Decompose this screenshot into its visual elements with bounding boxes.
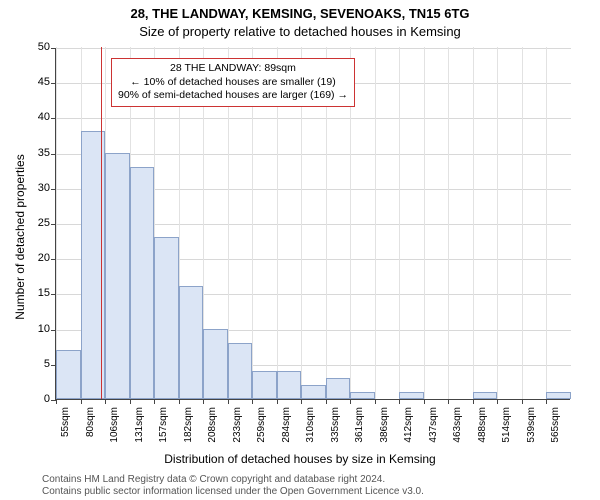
gridline-h	[56, 154, 571, 155]
chart-title-sub: Size of property relative to detached ho…	[0, 24, 600, 39]
footer-line-2: Contains public sector information licen…	[42, 486, 424, 498]
gridline-v	[375, 47, 376, 399]
x-tick-mark	[497, 399, 498, 404]
y-tick-label: 15	[20, 287, 50, 299]
x-tick-mark	[522, 399, 523, 404]
x-tick-label: 310sqm	[305, 407, 316, 457]
y-tick-label: 50	[20, 41, 50, 53]
x-tick-mark	[203, 399, 204, 404]
gridline-v	[497, 47, 498, 399]
x-tick-label: 182sqm	[183, 407, 194, 457]
histogram-bar	[179, 286, 204, 399]
footer-line-1: Contains HM Land Registry data © Crown c…	[42, 474, 424, 486]
x-tick-label: 233sqm	[232, 407, 243, 457]
histogram-bar	[130, 167, 155, 399]
annotation-line-3: 90% of semi-detached houses are larger (…	[118, 89, 348, 103]
x-tick-label: 437sqm	[428, 407, 439, 457]
x-tick-label: 55sqm	[60, 407, 71, 457]
x-tick-mark	[81, 399, 82, 404]
histogram-bar	[105, 153, 130, 399]
x-tick-label: 539sqm	[526, 407, 537, 457]
x-tick-mark	[350, 399, 351, 404]
x-tick-mark	[154, 399, 155, 404]
footer-attribution: Contains HM Land Registry data © Crown c…	[42, 474, 424, 498]
histogram-bar	[252, 371, 277, 399]
x-tick-mark	[399, 399, 400, 404]
histogram-bar	[546, 392, 571, 399]
annotation-line-1: 28 THE LANDWAY: 89sqm	[118, 62, 348, 76]
x-tick-mark	[56, 399, 57, 404]
y-tick-label: 25	[20, 217, 50, 229]
y-tick-label: 0	[20, 393, 50, 405]
x-tick-mark	[105, 399, 106, 404]
x-tick-label: 208sqm	[207, 407, 218, 457]
y-tick-label: 20	[20, 252, 50, 264]
gridline-v	[424, 47, 425, 399]
histogram-bar	[228, 343, 253, 399]
x-tick-label: 412sqm	[403, 407, 414, 457]
chart-plot-area: 0510152025303540455055sqm80sqm106sqm131s…	[55, 48, 570, 400]
y-tick-label: 40	[20, 111, 50, 123]
x-tick-label: 259sqm	[256, 407, 267, 457]
histogram-bar	[301, 385, 326, 399]
x-tick-mark	[301, 399, 302, 404]
gridline-v	[546, 47, 547, 399]
x-tick-mark	[130, 399, 131, 404]
x-tick-label: 106sqm	[109, 407, 120, 457]
x-tick-label: 80sqm	[85, 407, 96, 457]
histogram-bar	[203, 329, 228, 399]
y-tick-label: 5	[20, 358, 50, 370]
y-tick-label: 45	[20, 76, 50, 88]
x-tick-label: 514sqm	[501, 407, 512, 457]
x-tick-label: 335sqm	[330, 407, 341, 457]
x-tick-mark	[326, 399, 327, 404]
histogram-bar	[399, 392, 424, 399]
histogram-bar	[56, 350, 81, 399]
x-tick-mark	[375, 399, 376, 404]
gridline-h	[56, 118, 571, 119]
gridline-v	[56, 47, 57, 399]
y-tick-label: 10	[20, 323, 50, 335]
x-tick-label: 386sqm	[379, 407, 390, 457]
histogram-bar	[154, 237, 179, 399]
histogram-bar	[473, 392, 498, 399]
x-tick-mark	[228, 399, 229, 404]
x-tick-label: 157sqm	[158, 407, 169, 457]
gridline-v	[399, 47, 400, 399]
x-tick-mark	[424, 399, 425, 404]
gridline-h	[56, 48, 571, 49]
y-tick-label: 35	[20, 147, 50, 159]
x-tick-label: 463sqm	[452, 407, 463, 457]
x-tick-label: 565sqm	[550, 407, 561, 457]
annotation-line-2: ← 10% of detached houses are smaller (19…	[118, 76, 348, 90]
histogram-bar	[326, 378, 351, 399]
x-tick-mark	[252, 399, 253, 404]
gridline-v	[522, 47, 523, 399]
gridline-v	[473, 47, 474, 399]
x-tick-label: 131sqm	[134, 407, 145, 457]
annotation-box: 28 THE LANDWAY: 89sqm← 10% of detached h…	[111, 58, 355, 107]
gridline-v	[448, 47, 449, 399]
chart-title-main: 28, THE LANDWAY, KEMSING, SEVENOAKS, TN1…	[0, 6, 600, 21]
histogram-bar	[350, 392, 375, 399]
x-tick-mark	[448, 399, 449, 404]
x-tick-mark	[546, 399, 547, 404]
histogram-bar	[277, 371, 302, 399]
x-tick-mark	[277, 399, 278, 404]
x-tick-label: 284sqm	[281, 407, 292, 457]
x-tick-mark	[179, 399, 180, 404]
x-tick-label: 361sqm	[354, 407, 365, 457]
x-tick-mark	[473, 399, 474, 404]
marker-line	[101, 47, 102, 399]
x-tick-label: 488sqm	[477, 407, 488, 457]
y-tick-label: 30	[20, 182, 50, 194]
